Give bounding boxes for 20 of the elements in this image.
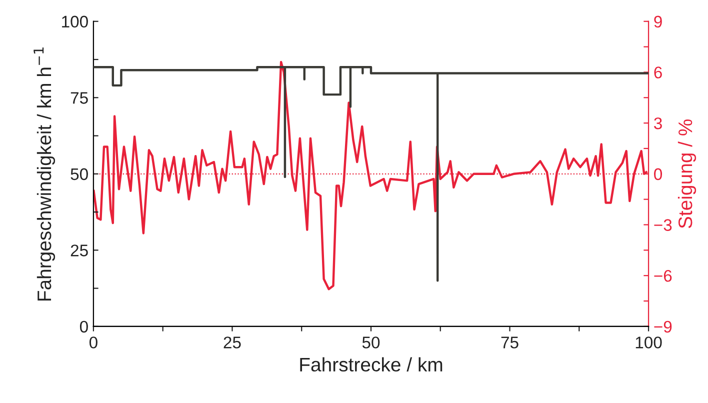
y-axis-title: Fahrgeschwindigkeit / km h$^{−1}$: [34, 48, 56, 301]
x-tick-label: 100: [636, 336, 662, 348]
y-tick-label: 75: [70, 92, 88, 104]
x-tick-label: 0: [89, 336, 98, 348]
x-axis-title: Fahrstrecke / km: [300, 357, 442, 372]
y2-tick-label: 3: [654, 117, 662, 130]
y2-tick-label: −3: [654, 219, 672, 231]
y2-tick-label: −6: [654, 270, 672, 282]
y-tick-label: 25: [70, 244, 88, 256]
x-tick-label: 25: [224, 336, 241, 348]
y2-tick-label: −9: [654, 320, 672, 333]
x-tick-label: 50: [362, 336, 380, 348]
y-tick-label: 100: [62, 16, 88, 28]
x-tick-label: 75: [501, 336, 518, 348]
y2-tick-label: 0: [654, 168, 662, 180]
y2-tick-label: 9: [654, 16, 662, 28]
y2-tick-label: 6: [654, 66, 662, 78]
y-tick-label: 50: [70, 168, 88, 180]
y-tick-label: 0: [80, 320, 88, 333]
y2-axis-title: Steigung / %: [678, 119, 696, 228]
